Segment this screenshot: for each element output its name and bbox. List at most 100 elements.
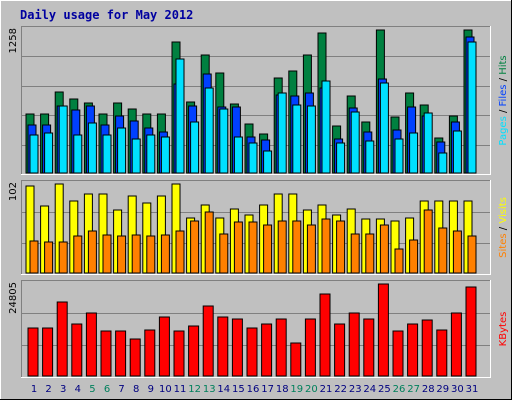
graph-title: Daily usage for May 2012: [20, 8, 193, 22]
bar-sites-day-20: [306, 224, 316, 274]
bar-kbytes-day-2: [42, 327, 54, 377]
bar-kbytes-day-16: [246, 327, 258, 377]
bar-pages-day-15: [233, 136, 243, 174]
legend-word: Files: [498, 85, 509, 110]
day-label-28: 28: [422, 384, 435, 395]
bar-sites-day-9: [146, 235, 156, 274]
series-legend: KBytes: [498, 312, 509, 347]
bar-kbytes-day-23: [348, 312, 360, 377]
bar-kbytes-day-15: [231, 318, 243, 377]
bar-pages-day-11: [175, 58, 185, 174]
bar-kbytes-day-6: [100, 330, 112, 377]
bar-kbytes-day-5: [85, 312, 97, 377]
bar-pages-day-2: [44, 132, 54, 174]
legend-word: Pages: [498, 116, 509, 145]
legend-word: Sites: [498, 233, 509, 257]
series-legend: Sites / Visits: [498, 197, 509, 258]
day-label-8: 8: [133, 384, 139, 395]
day-label-30: 30: [451, 384, 464, 395]
bar-pages-day-23: [350, 111, 360, 174]
bar-pages-day-4: [73, 134, 83, 174]
bar-pages-day-10: [160, 136, 170, 174]
day-label-13: 13: [203, 384, 216, 395]
bar-kbytes-day-17: [261, 323, 273, 377]
day-label-9: 9: [148, 384, 154, 395]
day-label-29: 29: [436, 384, 449, 395]
day-label-23: 23: [349, 384, 362, 395]
bar-sites-day-12: [190, 220, 200, 274]
day-label-5: 5: [89, 384, 95, 395]
bar-sites-day-27: [409, 239, 419, 274]
legend-word: KBytes: [498, 312, 509, 347]
bar-pages-day-6: [102, 134, 112, 174]
day-label-15: 15: [232, 384, 245, 395]
bar-sites-day-5: [87, 230, 97, 274]
bar-pages-day-24: [365, 140, 375, 174]
bar-kbytes-day-24: [363, 318, 375, 377]
bar-pages-day-18: [277, 92, 287, 174]
bar-kbytes-day-19: [290, 342, 302, 377]
bar-kbytes-day-25: [377, 283, 389, 377]
bar-sites-day-14: [219, 233, 229, 274]
day-label-25: 25: [378, 384, 391, 395]
day-label-27: 27: [407, 384, 420, 395]
day-label-4: 4: [75, 384, 81, 395]
day-label-21: 21: [320, 384, 333, 395]
bar-sites-day-2: [44, 241, 54, 274]
legend-word: Hits: [498, 55, 509, 78]
bar-sites-day-13: [204, 211, 214, 274]
bar-pages-day-27: [409, 132, 419, 174]
bar-kbytes-day-27: [407, 323, 419, 377]
y-max-label: 24805: [8, 282, 19, 314]
bar-kbytes-day-14: [217, 316, 229, 377]
bar-sites-day-29: [438, 227, 448, 274]
bar-sites-day-3: [58, 241, 68, 274]
bar-kbytes-day-18: [275, 318, 287, 377]
panel-visits-sites: 102 Sites / Visits: [8, 180, 509, 275]
bar-sites-day-30: [452, 230, 462, 274]
bar-pages-day-17: [263, 150, 273, 174]
bar-pages-day-7: [117, 127, 127, 174]
day-label-18: 18: [276, 384, 289, 395]
bar-pages-day-25: [379, 82, 389, 174]
legend-word: /: [498, 226, 509, 233]
bar-kbytes-day-11: [173, 330, 185, 377]
bar-pages-day-16: [248, 142, 258, 174]
bar-sites-day-28: [423, 209, 433, 274]
bar-pages-day-29: [438, 152, 448, 174]
bar-pages-day-1: [29, 134, 39, 174]
bar-sites-day-21: [321, 218, 331, 274]
bar-pages-day-5: [87, 122, 97, 174]
bar-kbytes-day-3: [56, 301, 68, 377]
day-label-19: 19: [290, 384, 303, 395]
day-label-26: 26: [393, 384, 406, 395]
bar-pages-day-30: [452, 130, 462, 174]
bar-sites-day-17: [263, 224, 273, 274]
bar-pages-day-8: [131, 138, 141, 174]
bar-sites-day-26: [394, 248, 404, 274]
day-label-11: 11: [174, 384, 187, 395]
bar-pages-day-21: [321, 80, 331, 174]
day-label-16: 16: [247, 384, 260, 395]
bar-sites-day-24: [365, 233, 375, 274]
bar-sites-day-22: [336, 220, 346, 274]
bar-kbytes-day-28: [421, 319, 433, 377]
bar-sites-day-1: [29, 240, 39, 274]
day-label-6: 6: [104, 384, 110, 395]
bar-pages-day-13: [204, 87, 214, 174]
bar-pages-day-20: [306, 105, 316, 174]
bar-sites-day-31: [467, 235, 477, 274]
bar-sites-day-25: [379, 224, 389, 274]
legend-word: /: [498, 77, 509, 84]
day-label-17: 17: [261, 384, 274, 395]
bar-pages-day-26: [394, 138, 404, 174]
bar-sites-day-11: [175, 230, 185, 274]
day-label-7: 7: [118, 384, 124, 395]
bar-kbytes-day-20: [304, 318, 316, 377]
bar-kbytes-day-29: [436, 329, 448, 377]
y-max-label: 102: [8, 182, 19, 201]
day-label-2: 2: [45, 384, 51, 395]
series-legend: Pages / Files / Hits: [498, 55, 509, 145]
day-label-10: 10: [159, 384, 172, 395]
day-label-20: 20: [305, 384, 318, 395]
